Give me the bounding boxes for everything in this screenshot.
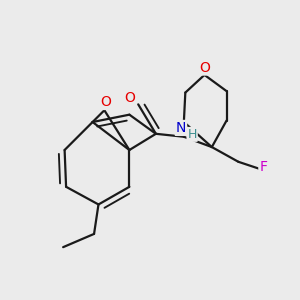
Text: F: F <box>260 160 267 174</box>
Text: O: O <box>100 95 111 109</box>
Text: H: H <box>188 128 197 141</box>
Text: O: O <box>199 61 210 75</box>
Text: N: N <box>176 121 186 135</box>
Text: O: O <box>124 91 135 105</box>
